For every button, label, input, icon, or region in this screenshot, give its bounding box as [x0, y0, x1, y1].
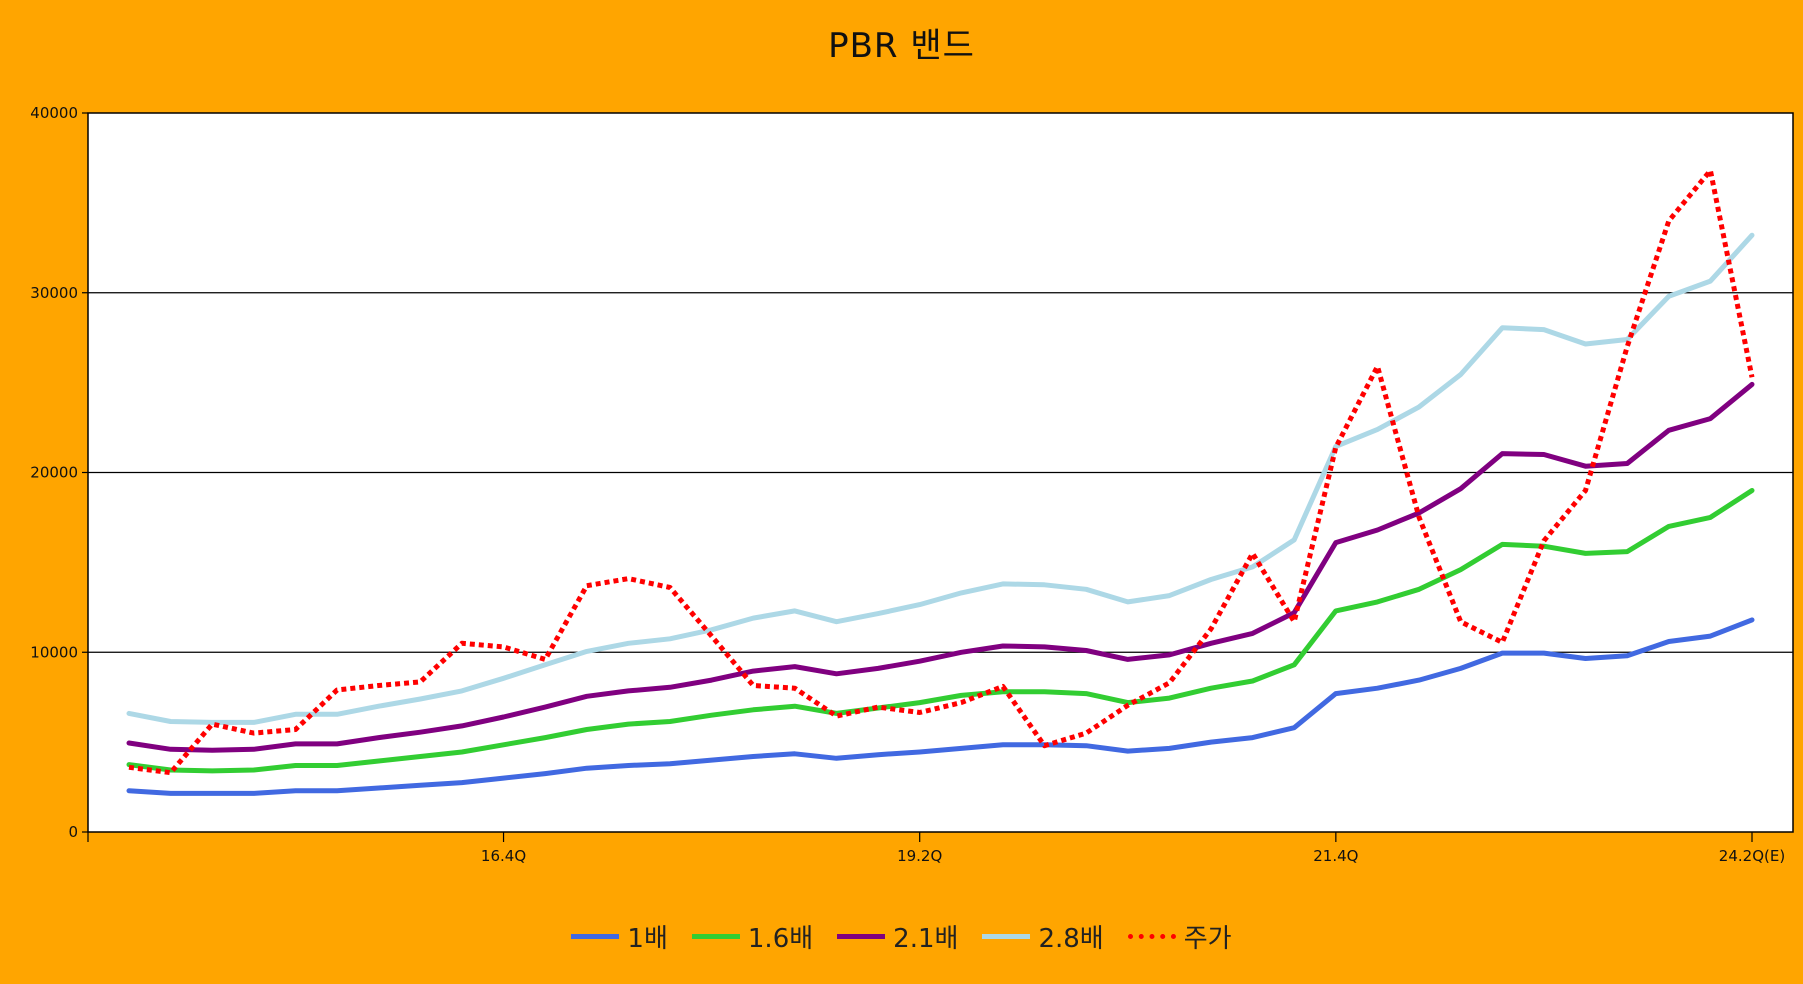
- legend-item: 1배: [571, 918, 668, 955]
- series-line-2: [126, 381, 1755, 753]
- legend-item: 주가: [1127, 918, 1232, 955]
- y-tick-label: 0: [68, 823, 78, 841]
- legend: 1배 1.6배 2.1배 2.8배 주가: [0, 918, 1803, 955]
- chart-title: PBR 밴드: [828, 26, 975, 66]
- series-lines: [126, 168, 1755, 796]
- series-line-3: [126, 232, 1755, 725]
- legend-swatch: [982, 934, 1031, 939]
- x-tick-label: 19.2Q: [897, 847, 942, 865]
- legend-swatch: [1127, 934, 1176, 939]
- legend-item: 1.6배: [691, 918, 814, 955]
- x-tick-label: 21.4Q: [1313, 847, 1358, 865]
- y-tick-label: 10000: [30, 643, 78, 661]
- legend-swatch: [691, 934, 740, 939]
- series-line-0: [126, 617, 1755, 796]
- legend-label: 1배: [627, 924, 668, 954]
- legend-swatch: [571, 934, 620, 939]
- legend-label: 주가: [1183, 924, 1232, 954]
- legend-label: 2.1배: [893, 924, 959, 954]
- x-tick-label: 24.2Q(E): [1719, 847, 1785, 865]
- x-tick-label: 16.4Q: [481, 847, 526, 865]
- legend-item: 2.8배: [982, 918, 1104, 955]
- y-tick-label: 30000: [30, 284, 78, 302]
- y-tick-label: 40000: [30, 104, 78, 122]
- series-line-4: [128, 168, 1755, 776]
- axes: 0 10000 20000 30000 40000 16.4Q 19.2Q 21.4Q 24.2…: [30, 104, 1785, 865]
- legend-swatch: [837, 934, 886, 939]
- series-line-1: [126, 488, 1755, 774]
- y-tick-label: 20000: [30, 464, 78, 482]
- legend-label: 1.6배: [747, 924, 814, 954]
- legend-label: 2.8배: [1038, 924, 1104, 954]
- pbr-band-chart: 0 10000 20000 30000 40000 16.4Q 19.2Q 21.4Q 24.2…: [30, 104, 1794, 865]
- legend-item: 2.1배: [837, 918, 958, 955]
